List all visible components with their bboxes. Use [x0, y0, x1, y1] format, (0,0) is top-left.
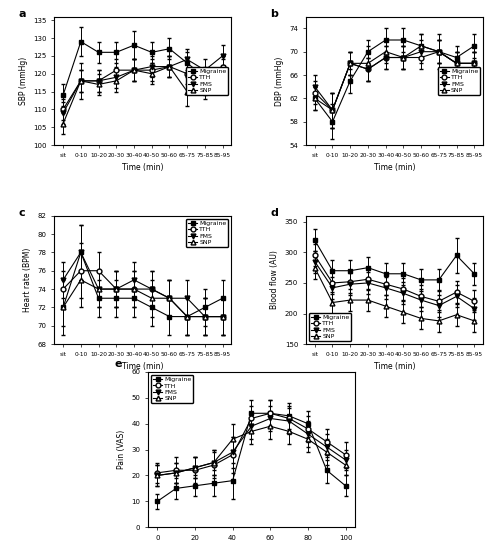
X-axis label: Time (min): Time (min): [122, 163, 164, 172]
Text: a: a: [19, 9, 26, 19]
Y-axis label: SBP (mmHg): SBP (mmHg): [19, 57, 28, 105]
X-axis label: Time (min): Time (min): [374, 163, 415, 172]
Legend: Migraine, TTH, FMS, SNP: Migraine, TTH, FMS, SNP: [309, 313, 352, 341]
Y-axis label: DBP (mmHg): DBP (mmHg): [275, 56, 283, 105]
Y-axis label: Blood flow (AU): Blood flow (AU): [270, 250, 279, 309]
Y-axis label: Heart rate (BPM): Heart rate (BPM): [23, 248, 32, 312]
Text: b: b: [271, 9, 279, 19]
X-axis label: Time (min): Time (min): [374, 362, 415, 371]
Text: d: d: [271, 208, 279, 218]
Legend: Migraine, TTH, FMS, SNP: Migraine, TTH, FMS, SNP: [438, 67, 480, 95]
Legend: Migraine, TTH, FMS, SNP: Migraine, TTH, FMS, SNP: [151, 375, 193, 403]
Y-axis label: Pain (VAS): Pain (VAS): [117, 430, 126, 469]
Legend: Migraine, TTH, FMS, SNP: Migraine, TTH, FMS, SNP: [186, 219, 228, 247]
Text: e: e: [115, 360, 122, 370]
Legend: Migraine, TTH, FMS, SNP: Migraine, TTH, FMS, SNP: [186, 67, 228, 95]
X-axis label: Time (min): Time (min): [122, 362, 164, 371]
Text: c: c: [19, 208, 26, 218]
